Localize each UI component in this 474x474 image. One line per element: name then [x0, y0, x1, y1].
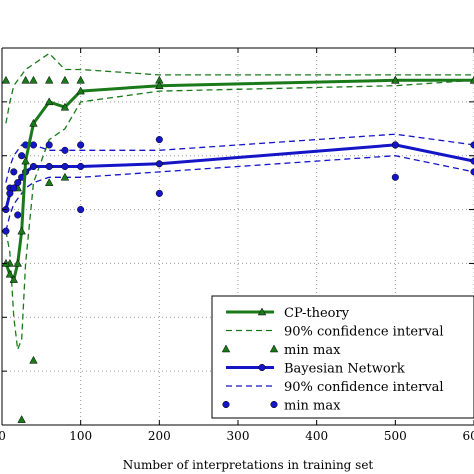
series-7-point-15	[470, 141, 474, 149]
x-tick-label-4: 400	[305, 429, 328, 443]
ticks: 0 100 200 300 400 500 600	[0, 47, 474, 443]
series-7-point-11	[155, 136, 163, 144]
series-0-point-12	[469, 75, 474, 84]
legend-box	[211, 295, 474, 419]
series-7-point-14	[391, 173, 399, 181]
series-7-point-0	[2, 227, 10, 235]
series-3-point-7	[44, 178, 54, 186]
legend-entry-4: 90% confidence interval	[226, 380, 444, 395]
series-0-mean	[1, 75, 474, 283]
series-4-point-10	[155, 160, 163, 168]
series-7-point-10	[77, 206, 85, 214]
legend-marker-3-0	[258, 363, 266, 372]
series-1-line	[5, 52, 474, 124]
x-tick-label-5: 500	[384, 429, 407, 443]
legend: CP-theory 90% confidence interval min max B…	[211, 295, 474, 419]
series-0-point-5	[21, 156, 30, 165]
x-tick-label-3: 300	[227, 429, 250, 443]
legend-entry-5: min max	[222, 399, 341, 414]
series-4-point-8	[61, 162, 69, 171]
series-0-point-7	[44, 97, 54, 106]
x-tick-label-6: 600	[463, 429, 474, 443]
series-6-line	[5, 155, 474, 232]
legend-entry-1: 90% confidence interval	[226, 325, 444, 340]
series-4-point-2	[10, 184, 18, 192]
series-3-point-5	[29, 355, 38, 364]
legend-label-1: 90% confidence interval	[284, 325, 444, 340]
series-7-point-16	[470, 168, 474, 176]
legend-label-4: 90% confidence interval	[284, 380, 444, 395]
series-7-point-4	[18, 152, 26, 160]
series-6-ci-lower	[5, 155, 474, 232]
legend-marker-5-1	[270, 400, 278, 409]
series-0-point-8	[60, 102, 70, 111]
series-3-point-11	[76, 75, 85, 84]
series-0-point-11	[391, 75, 400, 84]
series-4-point-3	[14, 179, 22, 187]
legend-entry-2: min max	[221, 343, 341, 358]
series-7-point-3	[14, 211, 22, 219]
series-0-point-4	[17, 226, 26, 235]
series-2-line	[5, 79, 474, 351]
series-4-point-7	[45, 162, 53, 171]
series-3-point-8	[44, 75, 54, 84]
series-1-ci-upper	[5, 52, 474, 124]
series-7-min-max	[2, 136, 474, 235]
legend-entry-0: CP-theory	[226, 306, 350, 321]
series-4-point-1	[6, 189, 14, 197]
series-layer	[1, 52, 474, 423]
series-3-point-6	[29, 75, 38, 84]
series-2-ci-lower	[5, 79, 474, 351]
x-tick-label-1: 100	[69, 429, 92, 443]
series-0-point-6	[29, 118, 38, 127]
series-4-point-11	[391, 141, 399, 149]
legend-entry-3: Bayesian Network	[226, 362, 405, 377]
series-7-point-6	[29, 141, 38, 149]
legend-marker-2-0	[221, 344, 231, 353]
series-3-point-0	[1, 75, 11, 84]
series-3-point-3	[17, 415, 26, 423]
series-3-point-9	[60, 172, 70, 181]
series-7-point-8	[61, 146, 69, 154]
series-7-point-2	[10, 168, 18, 176]
legend-label-3: Bayesian Network	[284, 362, 405, 377]
series-3-point-10	[60, 75, 70, 84]
series-0-point-3	[13, 258, 22, 267]
legend-marker-0-0	[257, 307, 267, 316]
series-4-point-9	[77, 162, 85, 171]
series-7-point-12	[155, 189, 163, 197]
series-0-point-2	[9, 275, 19, 283]
series-3-point-4	[21, 75, 30, 84]
legend-label-2: min max	[284, 343, 341, 358]
series-7-point-7	[45, 141, 53, 149]
x-tick-label-0: 0	[0, 429, 6, 443]
series-0-point-10	[155, 81, 164, 89]
series-0-point-1	[5, 269, 15, 278]
x-tick-label-2: 200	[148, 429, 171, 443]
series-0-point-9	[76, 86, 85, 95]
legend-label-5: min max	[284, 399, 341, 414]
legend-marker-2-1	[269, 344, 279, 353]
legend-label-0: CP-theory	[284, 306, 350, 321]
series-7-point-9	[77, 141, 85, 149]
series-4-point-12	[470, 157, 474, 165]
series-4-point-6	[29, 162, 38, 171]
x-axis-label: Number of interpretations in training se…	[123, 458, 374, 472]
legend-marker-5-0	[222, 400, 230, 409]
